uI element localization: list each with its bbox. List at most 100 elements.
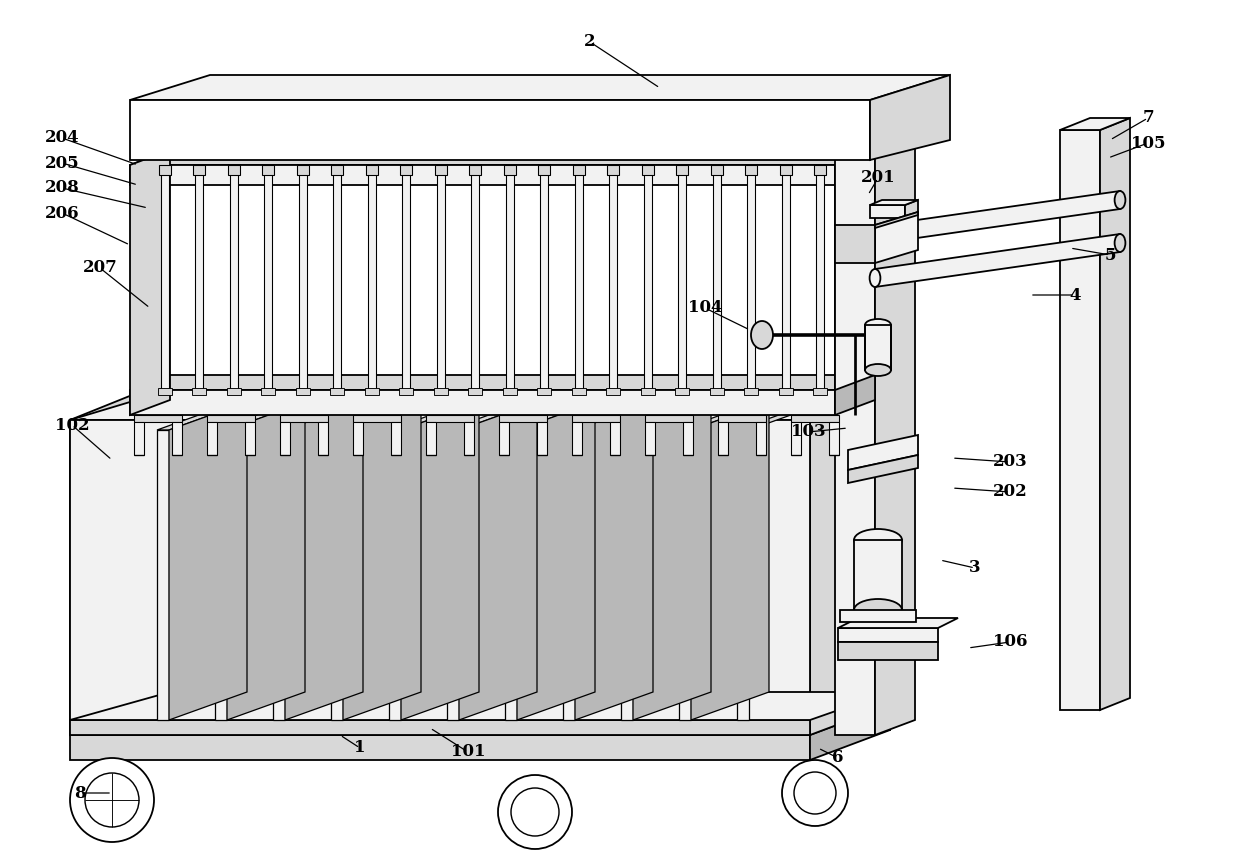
Text: 105: 105	[1131, 134, 1165, 151]
Polygon shape	[499, 415, 546, 422]
Polygon shape	[364, 388, 379, 395]
Polygon shape	[130, 390, 835, 415]
Polygon shape	[196, 170, 203, 390]
Polygon shape	[745, 165, 757, 175]
Polygon shape	[875, 212, 918, 263]
Polygon shape	[838, 618, 958, 628]
Polygon shape	[297, 165, 309, 175]
Polygon shape	[865, 325, 891, 370]
Polygon shape	[835, 225, 875, 263]
Polygon shape	[717, 415, 766, 422]
Polygon shape	[747, 170, 755, 390]
Polygon shape	[331, 430, 343, 720]
Polygon shape	[646, 415, 693, 422]
Text: 101: 101	[451, 744, 486, 760]
Polygon shape	[471, 170, 479, 390]
Polygon shape	[134, 422, 144, 455]
Polygon shape	[157, 402, 247, 430]
Text: 104: 104	[688, 299, 722, 316]
Polygon shape	[273, 430, 285, 720]
Polygon shape	[829, 422, 839, 455]
Polygon shape	[437, 170, 445, 390]
Ellipse shape	[1115, 191, 1125, 209]
Polygon shape	[646, 422, 655, 455]
Polygon shape	[1061, 130, 1100, 710]
Polygon shape	[69, 735, 810, 760]
Polygon shape	[745, 388, 758, 395]
Polygon shape	[563, 402, 653, 430]
Polygon shape	[273, 402, 363, 430]
Text: 7: 7	[1142, 109, 1154, 126]
Polygon shape	[280, 422, 290, 455]
Polygon shape	[610, 170, 617, 390]
Polygon shape	[575, 170, 582, 390]
Polygon shape	[499, 422, 509, 455]
Polygon shape	[538, 165, 550, 175]
Polygon shape	[403, 170, 410, 390]
Polygon shape	[285, 402, 363, 720]
Polygon shape	[870, 200, 918, 205]
Polygon shape	[870, 75, 950, 160]
Polygon shape	[69, 420, 810, 735]
Ellipse shape	[865, 364, 891, 376]
Polygon shape	[130, 375, 875, 390]
Polygon shape	[447, 430, 458, 720]
Polygon shape	[230, 170, 238, 390]
Polygon shape	[835, 115, 914, 130]
Polygon shape	[607, 165, 620, 175]
Polygon shape	[463, 422, 475, 455]
Polygon shape	[678, 170, 686, 390]
Polygon shape	[172, 422, 182, 455]
Polygon shape	[130, 165, 835, 185]
Polygon shape	[353, 415, 401, 422]
Polygon shape	[343, 402, 421, 720]
Polygon shape	[192, 388, 207, 395]
Polygon shape	[847, 455, 918, 483]
Polygon shape	[245, 422, 255, 455]
Polygon shape	[318, 422, 328, 455]
Polygon shape	[572, 415, 620, 422]
Ellipse shape	[865, 319, 891, 331]
Polygon shape	[875, 115, 914, 735]
Polygon shape	[400, 165, 413, 175]
Polygon shape	[368, 170, 375, 390]
Polygon shape	[130, 150, 875, 165]
Polygon shape	[503, 388, 517, 395]
Polygon shape	[264, 170, 273, 390]
Polygon shape	[810, 390, 890, 735]
Polygon shape	[69, 692, 890, 720]
Polygon shape	[216, 430, 227, 720]
Ellipse shape	[870, 269, 881, 287]
Polygon shape	[331, 388, 344, 395]
Ellipse shape	[870, 226, 881, 244]
Polygon shape	[737, 402, 826, 430]
Polygon shape	[621, 402, 711, 430]
Text: 203: 203	[992, 453, 1027, 470]
Polygon shape	[447, 402, 536, 430]
Polygon shape	[679, 430, 691, 720]
Ellipse shape	[1115, 234, 1125, 252]
Ellipse shape	[751, 321, 773, 349]
Polygon shape	[193, 165, 206, 175]
Polygon shape	[717, 422, 729, 455]
Polygon shape	[150, 705, 890, 730]
Polygon shape	[536, 422, 546, 455]
Polygon shape	[712, 170, 721, 390]
Polygon shape	[675, 388, 689, 395]
Polygon shape	[506, 430, 517, 720]
Text: 5: 5	[1104, 247, 1116, 263]
Polygon shape	[69, 390, 890, 420]
Polygon shape	[366, 165, 378, 175]
Text: 103: 103	[790, 423, 825, 440]
Polygon shape	[875, 191, 1120, 244]
Polygon shape	[435, 165, 447, 175]
Circle shape	[794, 772, 836, 814]
Polygon shape	[69, 720, 810, 735]
Polygon shape	[870, 205, 904, 218]
Polygon shape	[904, 200, 918, 218]
Polygon shape	[1061, 118, 1130, 130]
Polygon shape	[572, 422, 582, 455]
Polygon shape	[517, 402, 595, 720]
Polygon shape	[353, 422, 363, 455]
Polygon shape	[506, 402, 595, 430]
